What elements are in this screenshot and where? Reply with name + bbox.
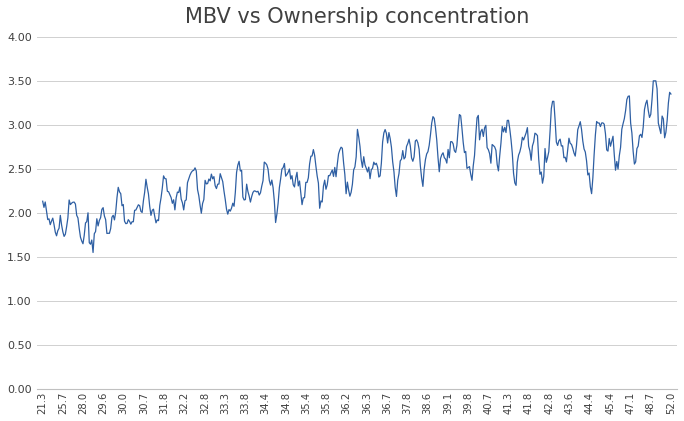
Title: MBV vs Ownership concentration: MBV vs Ownership concentration <box>185 7 529 27</box>
